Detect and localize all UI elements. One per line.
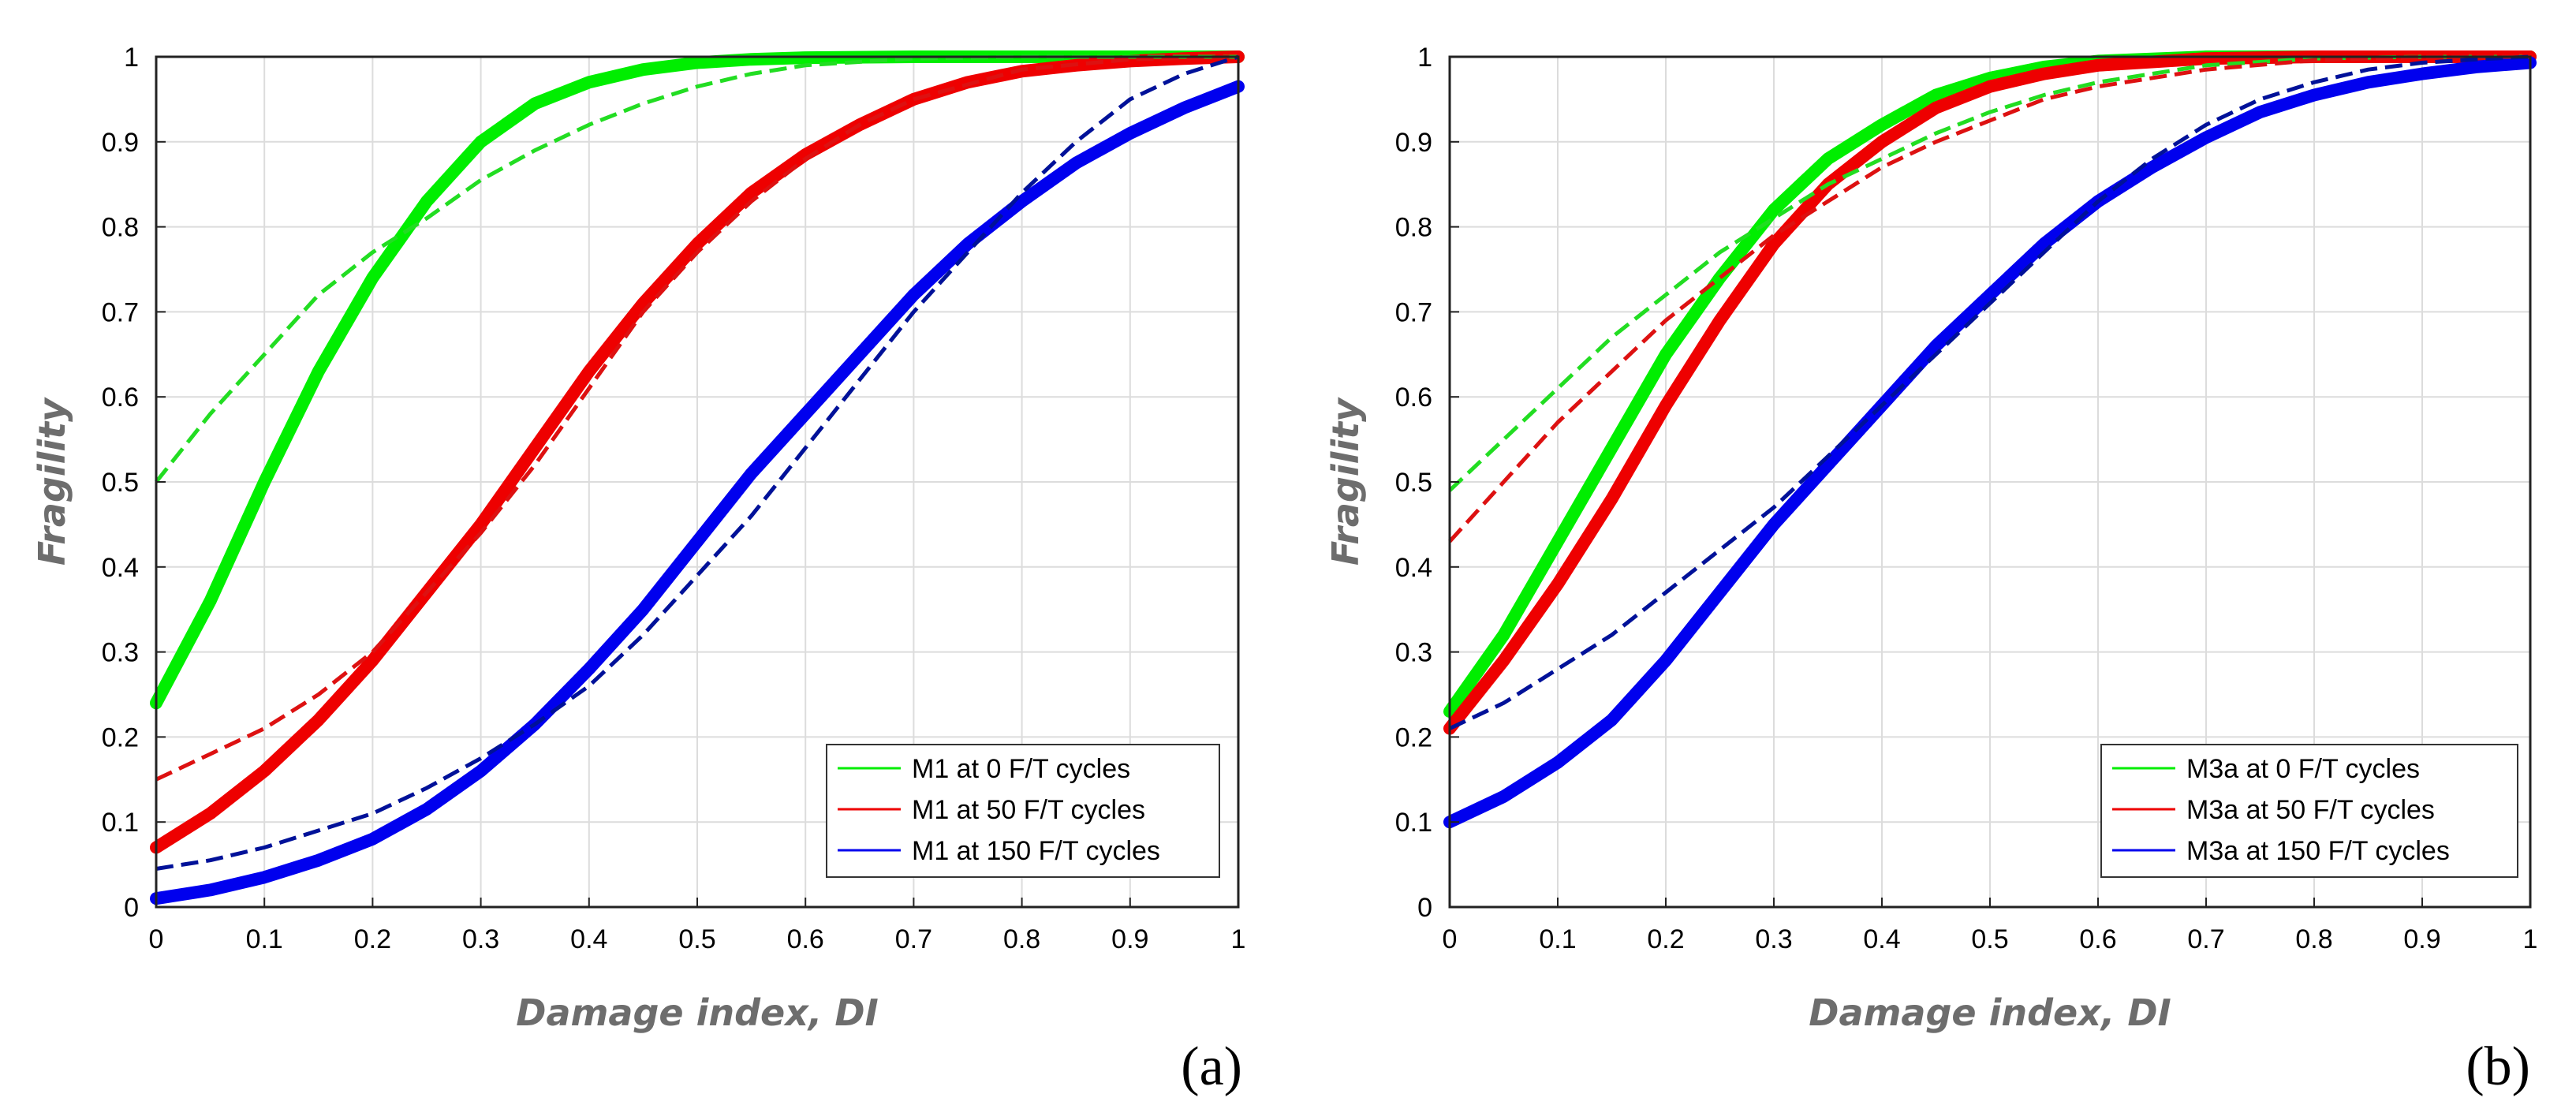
- x-tick-label: 0.7: [895, 924, 932, 954]
- x-tick-label: 0.3: [462, 924, 499, 954]
- x-tick-label: 0.9: [2403, 924, 2440, 954]
- x-tick-label: 0.8: [2295, 924, 2332, 954]
- x-tick-label: 0.5: [1971, 924, 2008, 954]
- x-tick-label: 1: [2523, 924, 2538, 954]
- y-tick-label: 0.7: [102, 297, 139, 327]
- x-tick-label: 0.6: [2079, 924, 2116, 954]
- y-tick-label: 0.5: [102, 468, 139, 498]
- legend-label: M1 at 150 F/T cycles: [912, 836, 1160, 866]
- y-tick-label: 0: [124, 893, 139, 923]
- legend-label: M1 at 50 F/T cycles: [912, 795, 1145, 825]
- y-tick-label: 0.9: [1395, 128, 1432, 158]
- panel-b: 0 0.1 0.2 0.3 0.4 0.5 0.6 0.7 0.8 0.9 1 0 0.1 0.2 0.3 0…: [1324, 43, 2537, 1097]
- y-tick-label: 0.3: [1395, 638, 1432, 668]
- legend: M3a at 0 F/T cycles M3a at 50 F/T cycles M…: [2101, 745, 2518, 877]
- legend-label: M3a at 0 F/T cycles: [2186, 754, 2420, 784]
- x-tick-label: 0.2: [1647, 924, 1684, 954]
- y-tick-label: 0.3: [102, 638, 139, 668]
- x-tick-label: 0.3: [1755, 924, 1792, 954]
- figure: 0 0.1 0.2 0.3 0.4 0.5 0.6 0.7 0.8 0.9 1 0 0.1 0.2 0.3 0…: [0, 0, 2576, 1120]
- y-tick-label: 1: [1417, 43, 1432, 73]
- legend-label: M1 at 0 F/T cycles: [912, 754, 1130, 784]
- panel-a: 0 0.1 0.2 0.3 0.4 0.5 0.6 0.7 0.8 0.9 1 0 0.1 0.2 0.3 0…: [31, 43, 1245, 1097]
- x-tick-label: 0.9: [1111, 924, 1148, 954]
- y-tick-label: 0.5: [1395, 468, 1432, 498]
- y-tick-label: 1: [124, 43, 139, 73]
- y-tick-label: 0.6: [1395, 383, 1432, 413]
- y-tick-label: 0.2: [102, 722, 139, 752]
- x-tick-label: 0.1: [1539, 924, 1576, 954]
- y-tick-label: 0.1: [1395, 808, 1432, 838]
- legend-label: M3a at 50 F/T cycles: [2186, 795, 2435, 825]
- x-tick-label: 0.1: [246, 924, 283, 954]
- y-axis-title: Fragility: [31, 397, 73, 566]
- x-tick-label: 0.4: [1863, 924, 1900, 954]
- legend-label: M3a at 150 F/T cycles: [2186, 836, 2450, 866]
- y-tick-label: 0.6: [102, 383, 139, 413]
- y-tick-label: 0.7: [1395, 297, 1432, 327]
- y-tick-label: 0.8: [1395, 213, 1432, 243]
- x-tick-label: 0.6: [787, 924, 824, 954]
- x-tick-label: 0: [149, 924, 164, 954]
- legend: M1 at 0 F/T cycles M1 at 50 F/T cycles M1 …: [827, 745, 1219, 877]
- y-axis-title: Fragility: [1324, 397, 1367, 566]
- panel-label: (a): [1181, 1036, 1242, 1097]
- x-tick-label: 0.8: [1003, 924, 1040, 954]
- x-tick-label: 1: [1231, 924, 1246, 954]
- x-axis-title: Damage index, DI: [1809, 991, 2171, 1034]
- x-tick-label: 0.4: [570, 924, 607, 954]
- y-tick-label: 0.4: [102, 553, 139, 583]
- x-tick-label: 0.7: [2187, 924, 2224, 954]
- y-tick-label: 0.4: [1395, 553, 1432, 583]
- y-tick-label: 0.1: [102, 808, 139, 838]
- x-axis-title: Damage index, DI: [516, 991, 878, 1034]
- panel-label: (b): [2466, 1036, 2530, 1097]
- x-tick-label: 0.2: [354, 924, 391, 954]
- y-tick-label: 0: [1417, 893, 1432, 923]
- x-tick-label: 0: [1443, 924, 1458, 954]
- y-tick-label: 0.8: [102, 213, 139, 243]
- x-tick-label: 0.5: [678, 924, 715, 954]
- y-tick-label: 0.9: [102, 128, 139, 158]
- y-tick-label: 0.2: [1395, 722, 1432, 752]
